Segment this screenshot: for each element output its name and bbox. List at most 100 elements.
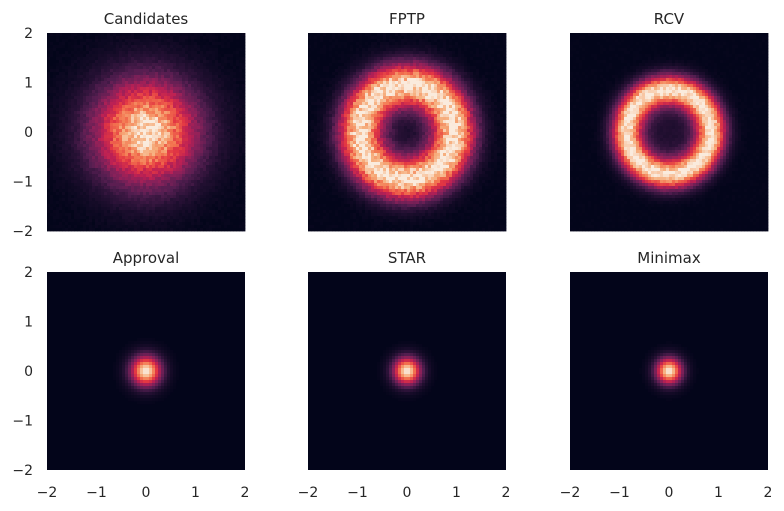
heatmap-cell xyxy=(188,228,192,232)
heatmap-cell xyxy=(92,72,96,76)
heatmap-cell xyxy=(359,36,363,40)
heatmap-cell xyxy=(137,201,141,205)
heatmap-cell xyxy=(425,42,429,46)
heatmap-cell xyxy=(101,129,105,133)
heatmap-cell xyxy=(161,216,165,220)
heatmap-cell xyxy=(161,177,165,181)
heatmap-cell xyxy=(50,36,54,40)
heatmap-cell xyxy=(125,72,129,76)
heatmap-cell xyxy=(50,219,54,223)
heatmap-cell xyxy=(74,105,78,109)
heatmap-cell xyxy=(101,195,105,199)
heatmap-cell xyxy=(161,129,165,133)
heatmap-cell xyxy=(68,207,72,211)
heatmap-cell xyxy=(98,135,102,139)
heatmap-cell xyxy=(206,162,210,166)
heatmap-cell xyxy=(425,39,429,43)
heatmap-cell xyxy=(383,45,387,49)
heatmap-cell xyxy=(164,39,168,43)
heatmap-cell xyxy=(212,99,216,103)
heatmap-cell xyxy=(125,66,129,70)
heatmap-cell xyxy=(47,189,51,193)
heatmap-cell xyxy=(104,228,108,232)
heatmap-cell xyxy=(218,105,222,109)
heatmap-cell xyxy=(449,33,453,37)
heatmap-cell xyxy=(104,39,108,43)
heatmap-cell xyxy=(164,144,168,148)
heatmap-cell xyxy=(167,150,171,154)
heatmap-cell xyxy=(74,45,78,49)
heatmap-cell xyxy=(92,138,96,142)
heatmap-cell xyxy=(107,45,111,49)
heatmap-cell xyxy=(407,45,411,49)
heatmap-cell xyxy=(143,48,147,52)
heatmap-cell xyxy=(53,123,57,127)
heatmap-cell xyxy=(143,57,147,61)
heatmap-cell xyxy=(200,135,204,139)
heatmap-cell xyxy=(191,123,195,127)
heatmap-cell xyxy=(224,228,228,232)
heatmap-cell xyxy=(233,195,237,199)
heatmap-cell xyxy=(389,33,393,37)
heatmap-cell xyxy=(233,165,237,169)
heatmap-cell xyxy=(500,54,504,58)
heatmap-cell xyxy=(149,114,153,118)
heatmap-cell xyxy=(335,57,339,61)
heatmap-cell xyxy=(92,69,96,73)
heatmap-cell xyxy=(74,201,78,205)
heatmap-cell xyxy=(239,114,243,118)
heatmap-cell xyxy=(155,93,159,97)
heatmap-cell xyxy=(176,219,180,223)
heatmap-cell xyxy=(440,48,444,52)
heatmap-cell xyxy=(149,222,153,226)
heatmap-cell xyxy=(230,75,234,79)
heatmap-cell xyxy=(191,48,195,52)
heatmap-cell xyxy=(68,183,72,187)
heatmap-cell xyxy=(206,195,210,199)
heatmap-cell xyxy=(161,135,165,139)
heatmap-cell xyxy=(200,75,204,79)
heatmap-cell xyxy=(149,216,153,220)
heatmap-cell xyxy=(131,60,135,64)
heatmap-cell xyxy=(185,222,189,226)
heatmap-cell xyxy=(83,48,87,52)
heatmap-cell xyxy=(47,168,51,172)
heatmap-cell xyxy=(128,93,132,97)
heatmap-cell xyxy=(188,57,192,61)
heatmap-cell xyxy=(458,57,462,61)
heatmap-cell xyxy=(71,114,75,118)
heatmap-cell xyxy=(122,138,126,142)
heatmap-cell xyxy=(155,60,159,64)
heatmap-cell xyxy=(167,120,171,124)
heatmap-cell xyxy=(173,129,177,133)
heatmap-cell xyxy=(161,162,165,166)
heatmap-cell xyxy=(239,141,243,145)
heatmap-cell xyxy=(101,63,105,67)
heatmap-cell xyxy=(119,108,123,112)
heatmap-cell xyxy=(209,96,213,100)
heatmap-cell xyxy=(125,222,129,226)
heatmap-cell xyxy=(212,189,216,193)
heatmap-cell xyxy=(77,225,81,229)
heatmap-cell xyxy=(227,138,231,142)
heatmap-cell xyxy=(215,63,219,67)
heatmap-cell xyxy=(59,114,63,118)
heatmap-cell xyxy=(203,81,207,85)
heatmap-cell xyxy=(104,135,108,139)
heatmap-cell xyxy=(146,165,150,169)
heatmap-cell xyxy=(212,108,216,112)
heatmap-cell xyxy=(236,45,240,49)
heatmap-cell xyxy=(140,60,144,64)
heatmap-cell xyxy=(404,51,408,55)
heatmap-cell xyxy=(206,90,210,94)
heatmap-cell xyxy=(497,57,501,61)
heatmap-cell xyxy=(236,36,240,40)
heatmap-cell xyxy=(128,63,132,67)
heatmap-cell xyxy=(317,57,321,61)
heatmap-cell xyxy=(71,123,75,127)
heatmap-cell xyxy=(59,150,63,154)
heatmap-cell xyxy=(59,153,63,157)
heatmap-cell xyxy=(140,114,144,118)
heatmap-cell xyxy=(59,144,63,148)
